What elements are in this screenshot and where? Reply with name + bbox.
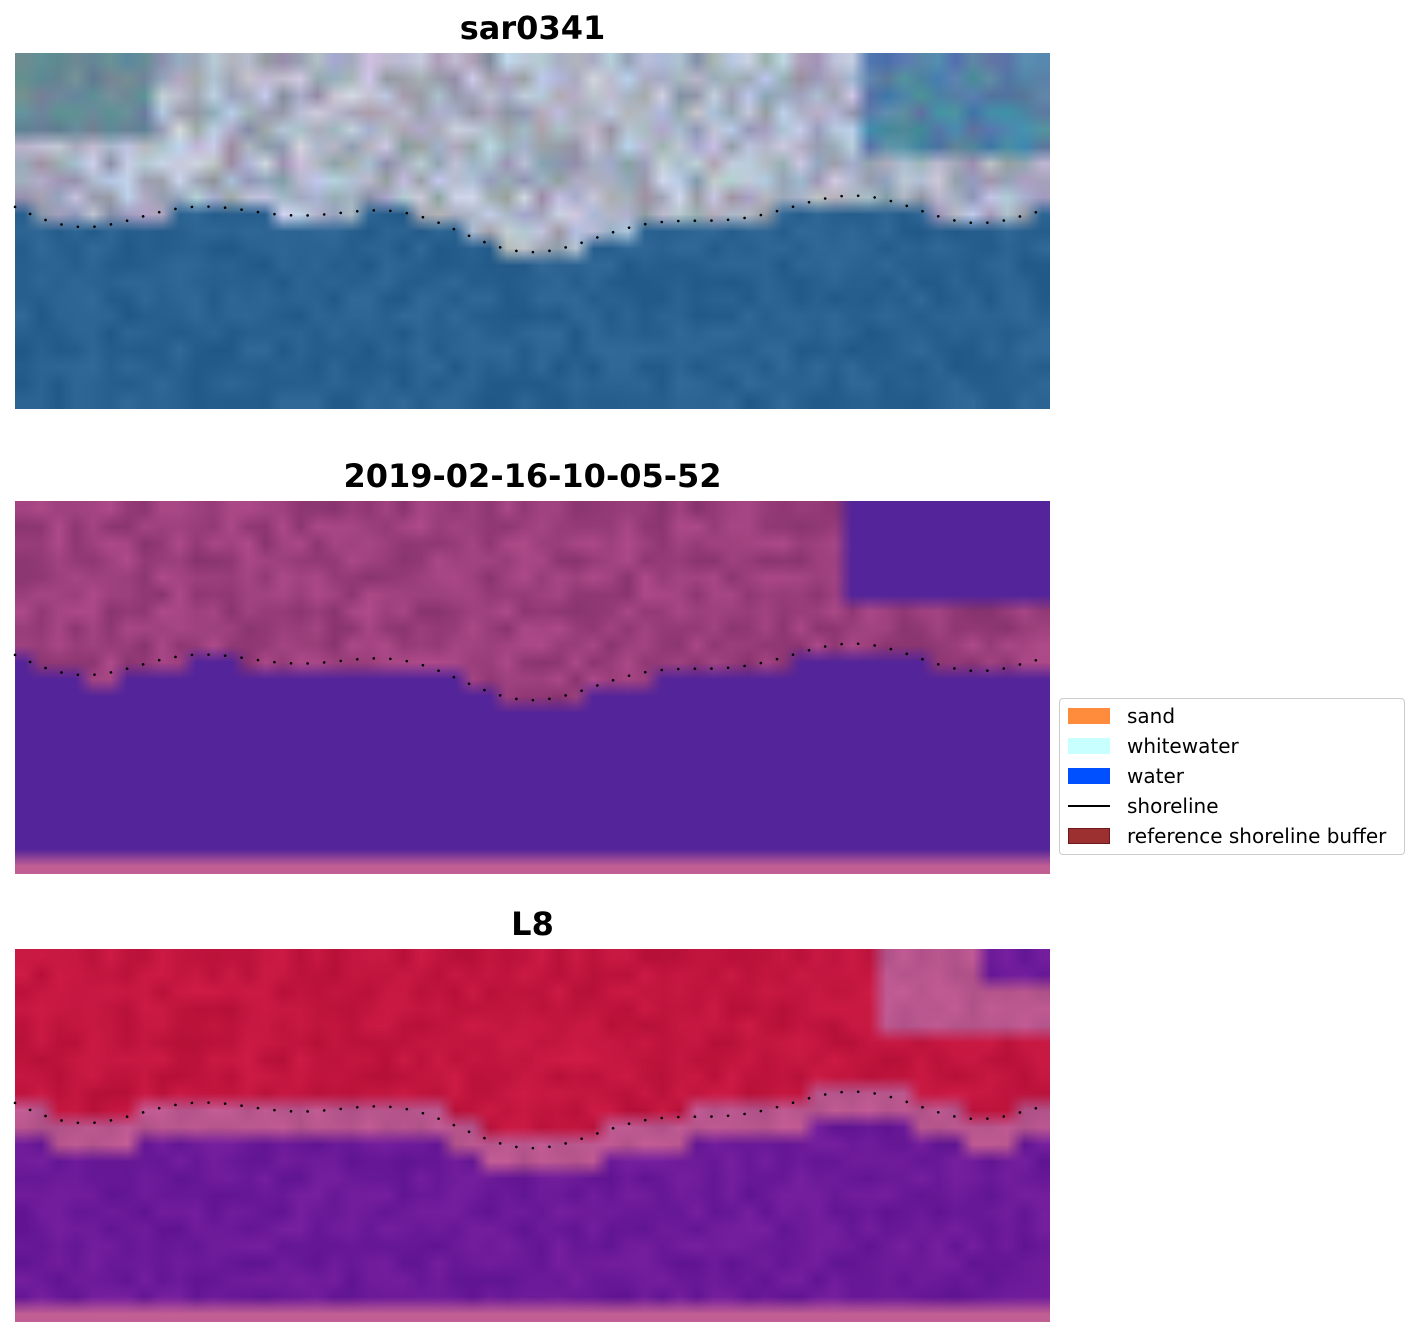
classified-image-panel	[13, 501, 1052, 874]
reference-buffer-swatch	[1068, 828, 1110, 844]
legend-item-whitewater: whitewater	[1068, 734, 1239, 758]
legend-item-water: water	[1068, 764, 1184, 788]
shoreline	[13, 642, 1052, 702]
whitewater-swatch	[1068, 738, 1110, 754]
shoreline-overlay	[13, 194, 1052, 254]
buffer-image	[15, 949, 1050, 1322]
rgb-image-panel	[13, 53, 1052, 409]
legend: sand whitewater water shoreline referenc…	[1059, 698, 1405, 855]
legend-item-sand: sand	[1068, 704, 1175, 728]
sand-swatch	[1068, 708, 1110, 724]
panel-title-buffer: L8	[511, 905, 554, 943]
buffer-image-panel	[13, 949, 1052, 1322]
shoreline-overlay	[13, 1090, 1052, 1150]
rgb-satellite-image	[15, 53, 1050, 409]
legend-item-reference-buffer: reference shoreline buffer	[1068, 824, 1386, 848]
shoreline	[13, 1090, 1052, 1150]
shoreline-line-sample	[1068, 805, 1110, 807]
shoreline-overlay	[13, 642, 1052, 702]
water-swatch	[1068, 768, 1110, 784]
shoreline	[13, 194, 1052, 254]
legend-item-shoreline: shoreline	[1068, 794, 1219, 818]
panel-title-classified: 2019-02-16-10-05-52	[343, 457, 722, 495]
panel-title-rgb: sar0341	[459, 9, 606, 47]
classified-image	[15, 501, 1050, 874]
